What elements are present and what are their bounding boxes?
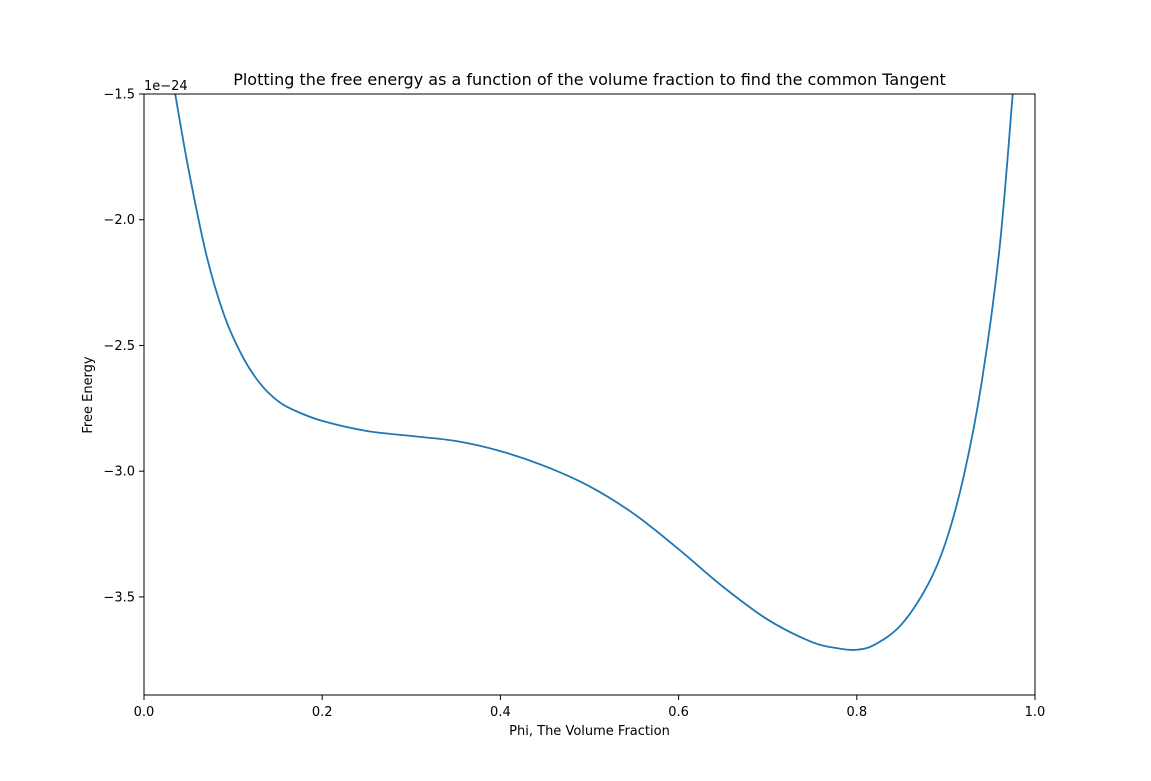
x-tick-label: 1.0 xyxy=(1025,705,1046,720)
x-tick-label: 0.8 xyxy=(846,705,867,720)
x-tick-label: 0.6 xyxy=(668,705,689,720)
y-tick-label: −2.0 xyxy=(103,213,135,228)
y-axis: −1.5 −2.0 −2.5 −3.0 −3.5 xyxy=(103,88,144,605)
x-axis-label: Phi, The Volume Fraction xyxy=(509,724,670,739)
x-tick-label: 0.2 xyxy=(312,705,333,720)
y-tick-label: −3.5 xyxy=(103,590,135,605)
chart-title: Plotting the free energy as a function o… xyxy=(233,70,946,89)
x-tick-label: 0.0 xyxy=(134,705,155,720)
plot-area xyxy=(174,94,1014,651)
y-axis-label: Free Energy xyxy=(81,356,96,434)
x-axis: 0.0 0.2 0.4 0.6 0.8 1.0 xyxy=(134,695,1046,720)
plot-frame xyxy=(143,93,1036,696)
y-tick-label: −3.0 xyxy=(103,465,135,480)
free-energy-line xyxy=(174,94,1014,651)
x-tick-label: 0.4 xyxy=(490,705,511,720)
y-tick-label: −2.5 xyxy=(103,339,135,354)
y-offset-label: 1e−24 xyxy=(144,79,188,94)
y-tick-label: −1.5 xyxy=(103,88,135,103)
